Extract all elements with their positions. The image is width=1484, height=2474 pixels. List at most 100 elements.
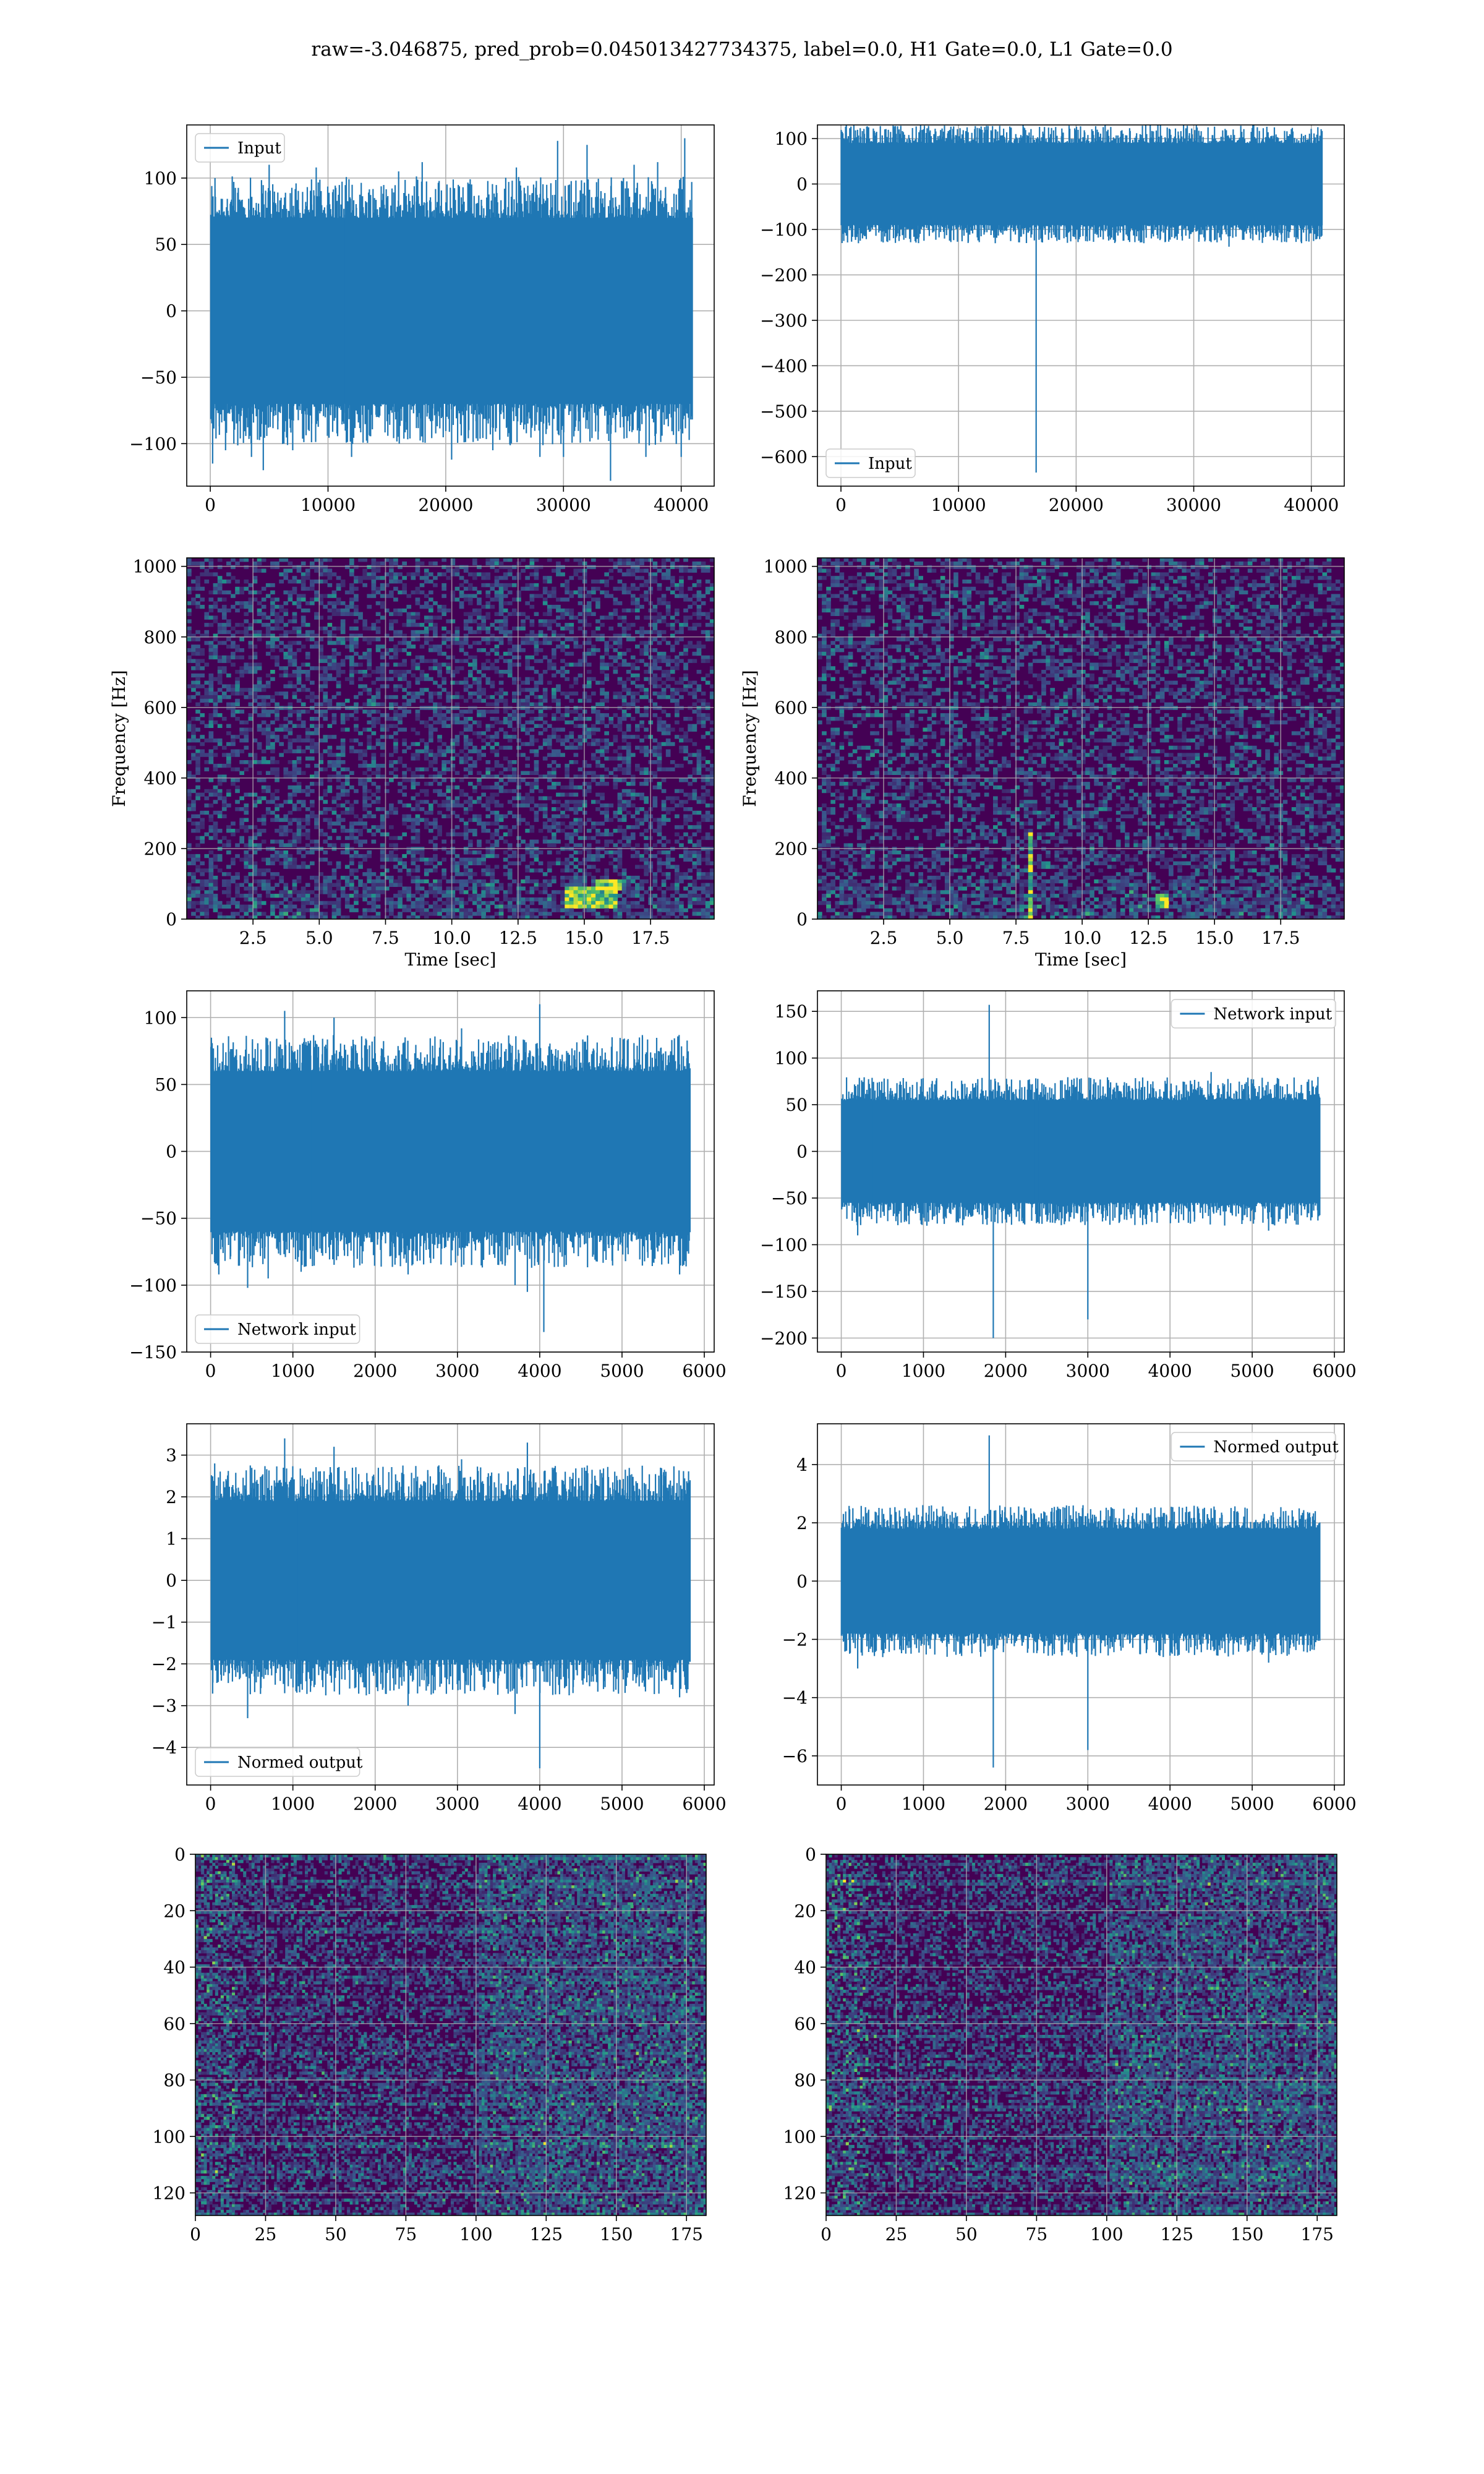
x-tick-label: 0 [835,495,846,515]
x-tick-label: 2.5 [239,928,267,948]
axes-frame [186,557,715,920]
x-tick-label: 20000 [1049,495,1104,515]
y-tick-label: −50 [140,367,177,388]
x-tick-label: 2000 [984,1794,1028,1814]
heatmap-cells [826,1854,1337,2215]
x-tick-label: 5000 [1230,1794,1274,1814]
y-tick-label: 40 [163,1958,186,1978]
chart-r2c2: 2.5 5.0 7.5 10.0 12.5 15.0 17.5 0 200 400 600 800 10… [740,557,1345,970]
y-tick-label: −50 [140,1209,177,1229]
axes-frame [817,1423,1345,1786]
x-tick-label: 5.0 [305,928,333,948]
x-tick-label: 3000 [1066,1794,1110,1814]
y-tick-label: 0 [166,1570,177,1591]
tick-labels: 0 1000 2000 3000 4000 5000 6000 −150 −100 −50 0 50 1… [129,1008,727,1381]
x-tick-label: 10.0 [432,928,471,948]
tick-labels: 0 1000 2000 3000 4000 5000 6000 −4 −3 −2 −1 0 1 2 3 [151,1445,727,1814]
x-tick-label: 17.5 [1261,928,1300,948]
y-tick-label: 100 [775,129,808,149]
x-tick-label: 0 [205,495,216,515]
chart-r2c1: 2.5 5.0 7.5 10.0 12.5 15.0 17.5 0 200 400 600 800 10… [109,557,715,970]
x-tick-label: 12.5 [1129,928,1167,948]
y-tick-label: 40 [794,1958,816,1978]
x-tick-label: 3000 [1066,1361,1110,1381]
y-tick-label: 60 [163,2014,186,2034]
x-tick-label: 1000 [902,1794,945,1814]
y-tick-label: 3 [166,1445,177,1466]
x-tick-label: 50 [325,2224,347,2245]
y-tick-label: −50 [771,1188,808,1209]
y-tick-label: 20 [794,1901,816,1921]
y-tick-label: 50 [155,1074,177,1095]
x-tick-label: 10000 [931,495,986,515]
y-tick-label: 0 [166,1142,177,1162]
x-axis-label: Time [sec] [404,949,496,970]
legend-label: Normed output [237,1753,363,1772]
x-tick-label: 125 [1161,2224,1193,2245]
heatmap-cells [817,558,1344,919]
x-tick-label: 4000 [1148,1794,1192,1814]
y-tick-label: −300 [760,310,808,331]
axes-frame [186,124,715,487]
x-tick-label: 2.5 [870,928,898,948]
x-tick-label: 6000 [1312,1361,1356,1381]
y-tick-label: −200 [760,1328,808,1348]
x-tick-label: 40000 [654,495,709,515]
x-axis-label: Time [sec] [1035,949,1127,970]
series-line [841,1004,1321,1338]
y-tick-label: 100 [144,1008,177,1028]
y-tick-label: 0 [796,174,808,194]
x-tick-label: 30000 [1166,495,1221,515]
y-tick-label: −600 [760,447,808,467]
x-tick-label: 2000 [353,1361,397,1381]
y-tick-label: 200 [144,839,177,859]
y-tick-label: −2 [151,1654,177,1674]
y-tick-label: 120 [783,2183,816,2204]
chart-r1c2: Input 0 10000 20000 30000 40000 −600 −500 −400 −3… [760,124,1345,515]
legend: Input [195,133,285,163]
legend: Network input [195,1314,360,1344]
x-tick-label: 7.5 [1002,928,1030,948]
x-tick-label: 3000 [435,1361,479,1381]
x-tick-label: 5.0 [936,928,964,948]
y-tick-label: −100 [129,434,177,454]
y-tick-label: −4 [782,1688,808,1708]
x-tick-label: 175 [1301,2224,1334,2245]
y-tick-label: 1 [166,1529,177,1549]
y-tick-label: −100 [760,1235,808,1255]
y-tick-label: 0 [805,1844,816,1865]
x-tick-label: 1000 [902,1361,945,1381]
y-tick-label: −2 [782,1630,808,1650]
x-tick-label: 0 [205,1794,216,1814]
x-tick-label: 0 [836,1361,847,1381]
axes-frame [817,990,1345,1353]
tick-labels: 0 1000 2000 3000 4000 5000 6000−200−150−100−50… [760,1001,1357,1381]
heatmap-cells [187,558,714,919]
x-tick-label: 0 [836,1794,847,1814]
y-tick-label: −150 [760,1282,808,1302]
y-tick-label: 0 [796,1571,808,1591]
y-tick-label: 600 [775,698,808,718]
y-tick-label: 400 [144,768,177,789]
legend: Network input [1171,999,1336,1029]
heatmap-cells [195,1854,706,2215]
legend-label: Network input [237,1320,356,1339]
y-tick-label: 150 [775,1001,808,1022]
x-tick-label: 1000 [271,1361,315,1381]
y-tick-label: 120 [153,2183,186,2204]
y-tick-label: 100 [144,168,177,189]
y-tick-label: 0 [166,301,177,322]
y-tick-label: 2 [166,1487,177,1507]
axes-frame [825,1854,1337,2216]
y-tick-label: −6 [782,1746,808,1766]
x-tick-label: 1000 [271,1794,315,1814]
y-tick-label: 600 [144,698,177,718]
y-tick-label: −200 [760,265,808,285]
chart-r4c2: Normed output 0 1000 2000 3000 4000 5000 6000 −6… [782,1423,1357,1814]
tick-labels: 0 10000 20000 30000 40000 −600 −500 −400 −300 −20… [760,129,1339,515]
y-tick-label: −4 [151,1737,177,1758]
y-tick-label: 0 [796,1142,808,1162]
y-tick-label: −500 [760,401,808,422]
y-tick-label: 100 [783,2126,816,2147]
